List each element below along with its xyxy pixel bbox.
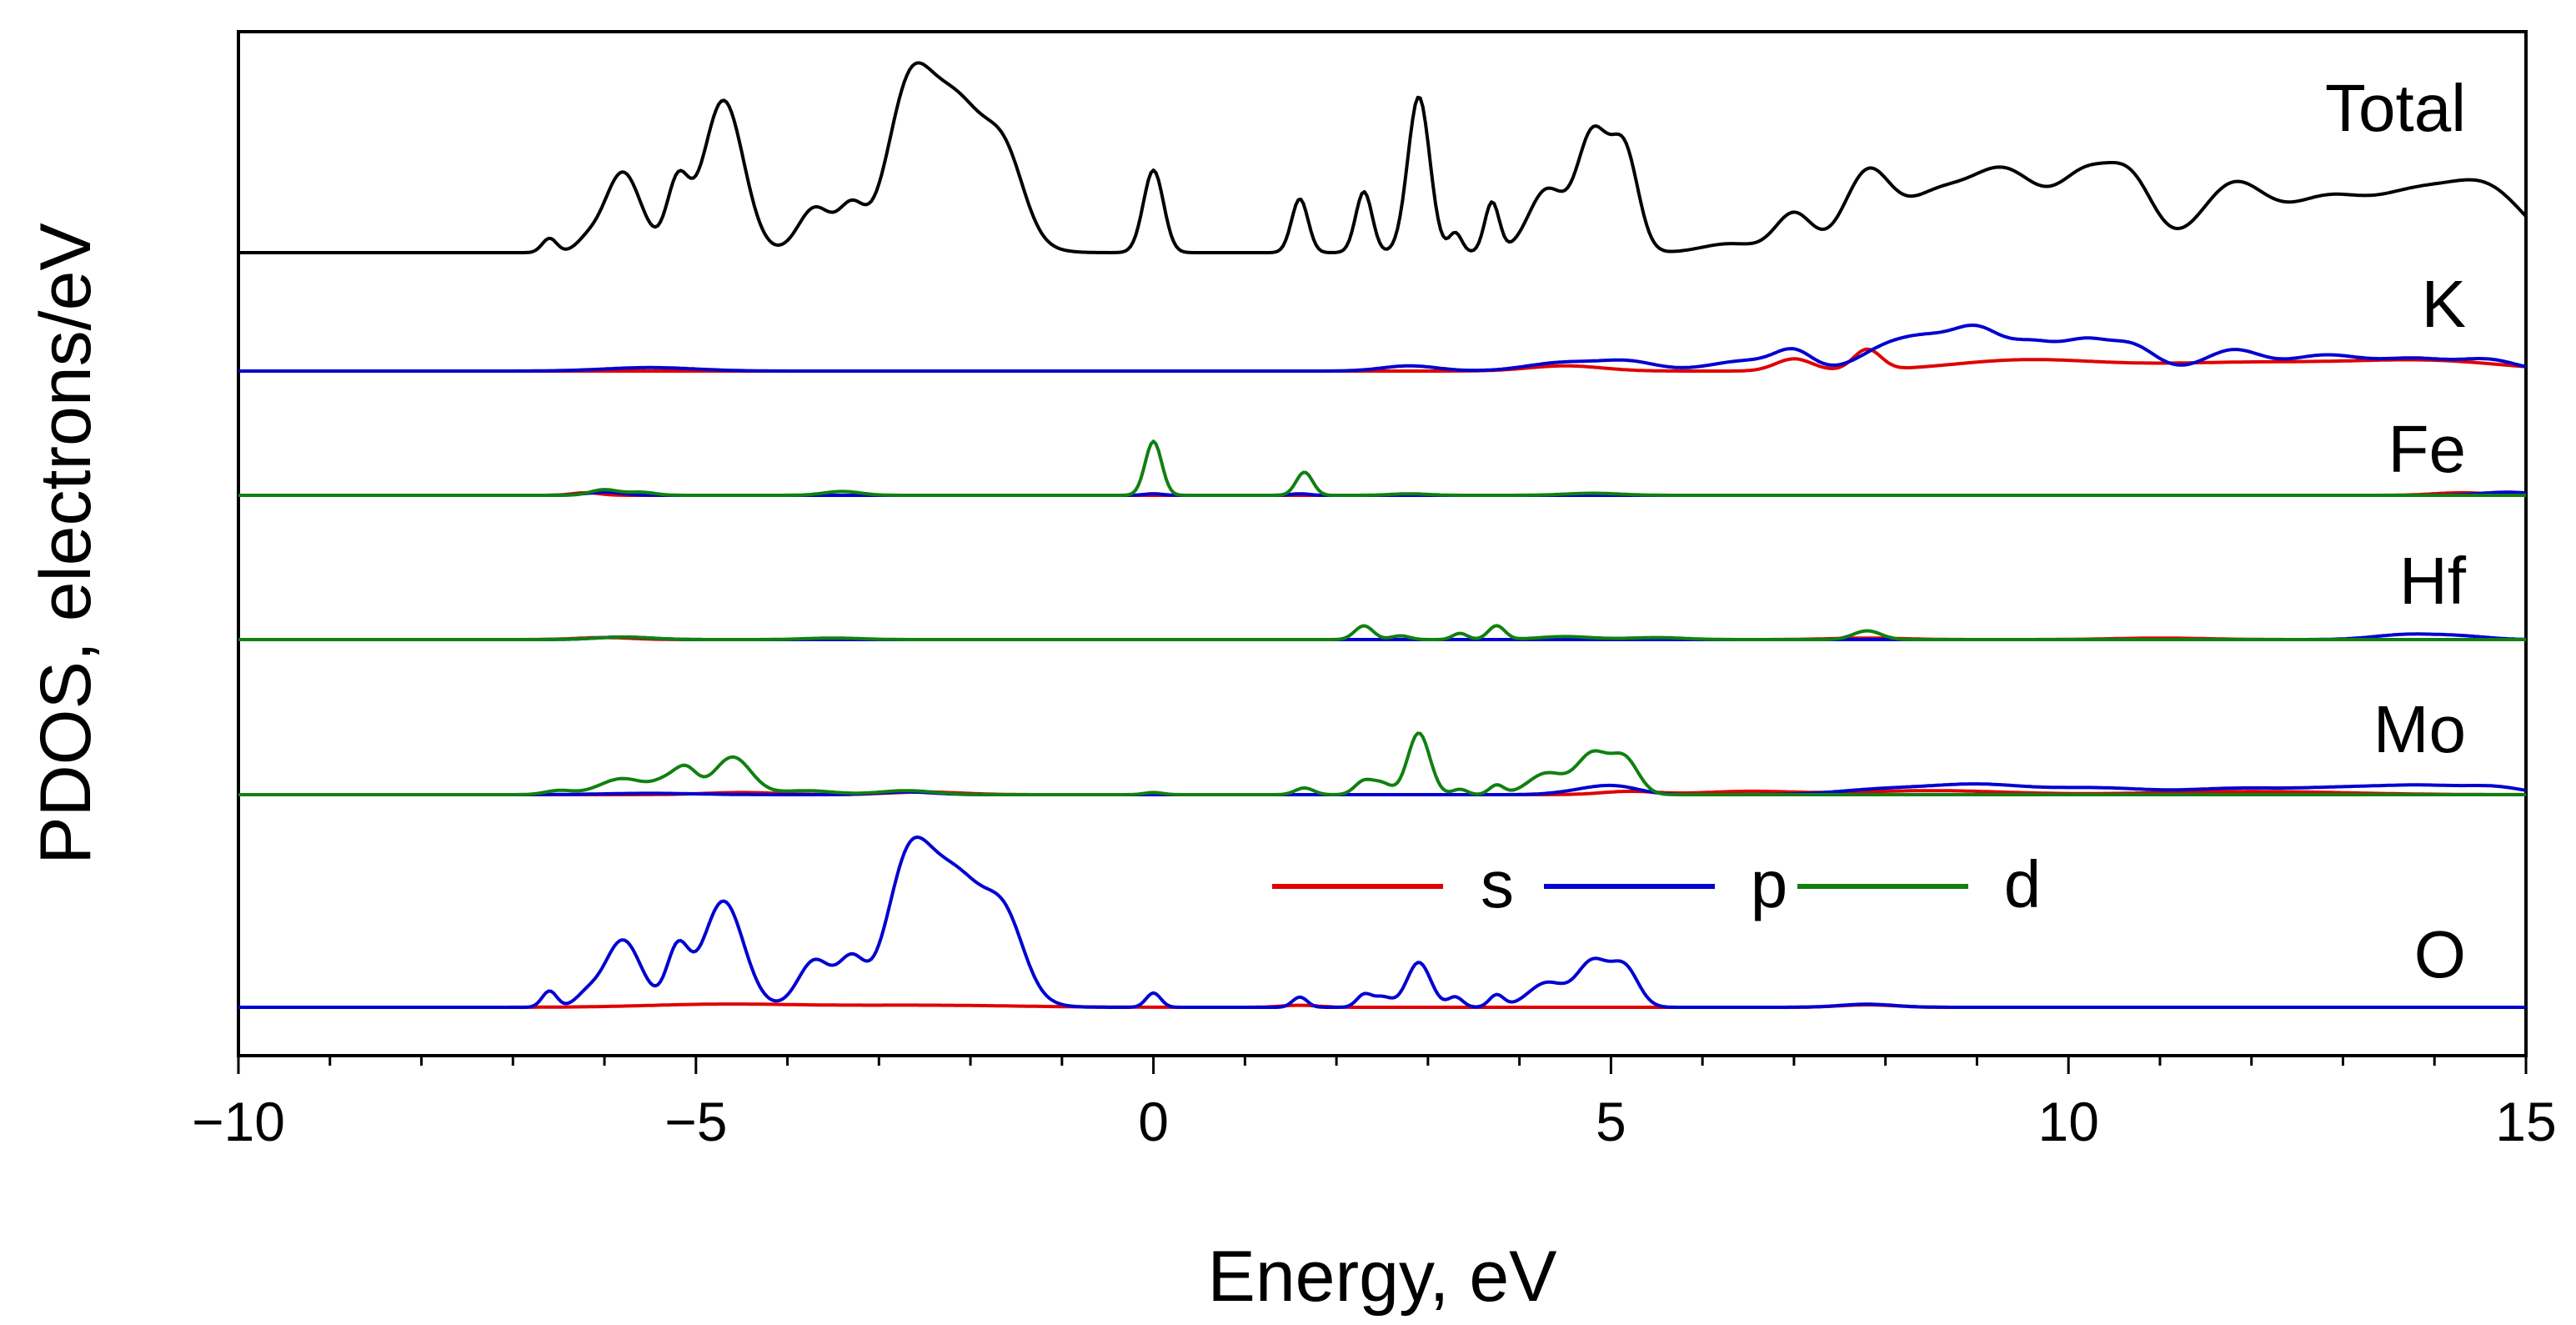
series-total-total <box>238 61 2528 254</box>
x-tick-label: 10 <box>2037 1091 2098 1152</box>
panel-label-fe: Fe <box>2388 412 2466 486</box>
panel-labels: Total K Fe Hf Mo O <box>2325 71 2467 991</box>
y-axis-label: PDOS, electrons/eV <box>26 223 106 865</box>
series-k-s <box>238 347 2527 373</box>
panel-fe <box>238 439 2527 497</box>
legend-label-s: s <box>1481 847 1514 921</box>
series-k-p <box>238 324 2527 373</box>
x-tick-label: −10 <box>192 1091 285 1152</box>
panel-label-hf: Hf <box>2399 544 2467 618</box>
panel-mo <box>238 731 2527 796</box>
panel-k <box>238 324 2527 373</box>
series-o-p <box>238 836 2526 1009</box>
series-layer <box>238 61 2528 1009</box>
series-fe-d <box>238 439 2526 497</box>
panel-hf <box>238 624 2527 641</box>
panel-total <box>238 61 2528 254</box>
x-tick-labels: −10 −5 0 5 10 15 <box>192 1091 2557 1152</box>
panel-label-o: O <box>2414 917 2466 991</box>
panel-label-mo: Mo <box>2373 692 2466 766</box>
x-axis-ticks <box>237 1056 2528 1074</box>
legend-label-p: p <box>1751 847 1788 921</box>
x-tick-label: −5 <box>664 1091 727 1152</box>
series-hf-d <box>238 624 2526 641</box>
panel-label-total: Total <box>2325 71 2466 145</box>
x-tick-label: 0 <box>1138 1091 1169 1152</box>
legend-label-d: d <box>2004 847 2042 921</box>
x-tick-label: 15 <box>2495 1091 2556 1152</box>
series-mo-p <box>238 782 2527 796</box>
x-tick-label: 5 <box>1596 1091 1626 1152</box>
panel-o <box>238 836 2526 1009</box>
x-axis-label: Energy, eV <box>1207 1237 1556 1317</box>
series-mo-d <box>238 731 2526 796</box>
panel-label-k: K <box>2422 267 2466 341</box>
plot-frame <box>237 30 2528 1057</box>
